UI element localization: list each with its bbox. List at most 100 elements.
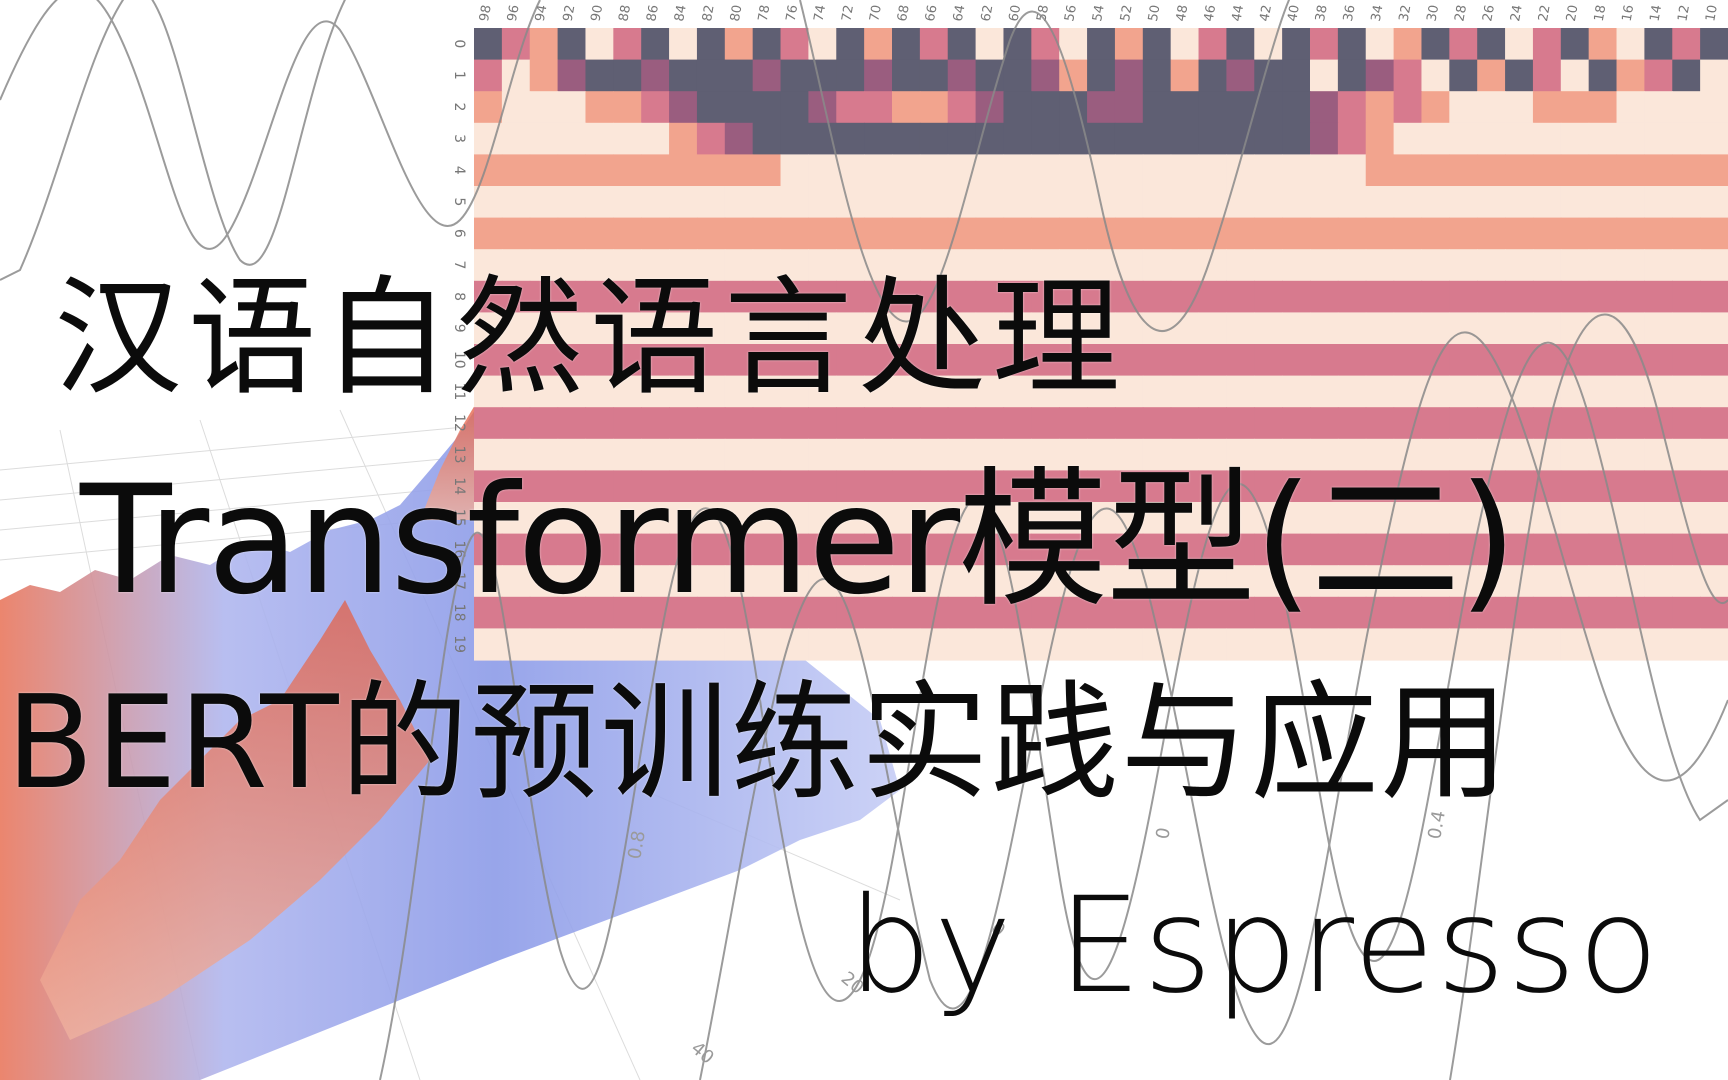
heatmap-cell <box>1031 565 1060 598</box>
heatmap-cell <box>1198 375 1227 408</box>
heatmap-cell <box>1003 312 1032 345</box>
heatmap-cell <box>1226 375 1255 408</box>
heatmap-cell <box>1616 312 1645 345</box>
heatmap-cell <box>1226 565 1255 598</box>
heatmap-cell <box>529 154 559 187</box>
heatmap-cell <box>474 502 503 535</box>
heatmap-cell <box>1616 122 1645 155</box>
heatmap-cell <box>1114 344 1144 377</box>
heatmap-cell <box>808 375 837 408</box>
heatmap-cell <box>1477 154 1506 187</box>
heatmap-cell <box>752 122 782 155</box>
heatmap-cell <box>557 502 587 535</box>
heatmap-cell <box>1142 344 1172 377</box>
heatmap-cell <box>1003 375 1032 408</box>
heatmap-cell <box>557 375 587 408</box>
heatmap-column-tick: 30 <box>1425 4 1443 23</box>
heatmap-cell <box>529 596 559 629</box>
heatmap-cell <box>613 186 642 219</box>
heatmap-cell <box>613 596 642 629</box>
heatmap-cell <box>1114 28 1144 61</box>
heatmap-cell <box>669 186 698 219</box>
heatmap-cell <box>947 438 977 471</box>
heatmap-column-tick: 24 <box>1508 4 1526 23</box>
heatmap-cell <box>641 186 670 219</box>
heatmap-cell <box>1365 533 1395 566</box>
heatmap-cell <box>669 280 698 313</box>
heatmap-cell <box>947 249 977 282</box>
heatmap-cell <box>947 154 977 187</box>
heatmap-cell <box>1254 154 1283 187</box>
heatmap-cell <box>1477 217 1506 250</box>
heatmap-cell <box>1700 375 1728 408</box>
heatmap-cell <box>1254 217 1283 250</box>
heatmap-cell <box>947 596 977 629</box>
heatmap-cell <box>474 438 503 471</box>
heatmap-column-tick: 98 <box>477 4 495 23</box>
heatmap-cell <box>696 28 726 61</box>
heatmap-cell <box>1644 502 1673 535</box>
heatmap-cell <box>1477 91 1506 124</box>
heatmap-cell <box>975 502 1005 535</box>
heatmap-cell <box>1114 122 1144 155</box>
heatmap-cell <box>1393 186 1423 219</box>
heatmap-cell <box>669 91 698 124</box>
heatmap-cell <box>919 186 949 219</box>
heatmap-cell <box>975 122 1005 155</box>
heatmap-cell <box>1282 375 1311 408</box>
heatmap-cell <box>975 596 1005 629</box>
heatmap-cell <box>529 249 559 282</box>
heatmap-row-tick: 0 <box>451 39 467 48</box>
heatmap-cell <box>1700 502 1728 535</box>
heatmap-cell <box>1031 407 1060 440</box>
heatmap-cell <box>474 217 503 250</box>
heatmap-cell <box>474 186 503 219</box>
heatmap-cell <box>836 502 865 535</box>
heatmap-cell <box>585 186 614 219</box>
heatmap-cell <box>1226 280 1255 313</box>
heatmap-row-tick: 16 <box>451 540 467 558</box>
heatmap-cell <box>1700 596 1728 629</box>
heatmap-cell <box>1282 217 1311 250</box>
heatmap-cell <box>1310 470 1339 503</box>
heatmap-cell <box>975 438 1005 471</box>
heatmap-cell <box>1672 628 1701 661</box>
heatmap-cell <box>1616 28 1645 61</box>
heatmap-cell <box>1087 470 1116 503</box>
heatmap-cell <box>1114 217 1144 250</box>
heatmap-cell <box>474 407 503 440</box>
heatmap-cell <box>1365 122 1395 155</box>
heatmap-cell <box>1421 470 1450 503</box>
heatmap-cell <box>892 154 921 187</box>
surface-peak-left <box>40 600 430 1040</box>
heatmap-cell <box>1198 596 1227 629</box>
heatmap-cell <box>1421 344 1450 377</box>
heatmap-cell <box>1114 628 1144 661</box>
heatmap-cell <box>1365 438 1395 471</box>
heatmap-row-tick: 4 <box>451 166 467 175</box>
heatmap-cell <box>641 122 670 155</box>
heatmap-cell <box>669 249 698 282</box>
heatmap-cell <box>474 249 503 282</box>
heatmap-column-tick: 48 <box>1174 4 1192 23</box>
heatmap-cell <box>1198 59 1227 92</box>
heatmap-cell <box>669 59 698 92</box>
heatmap-cell <box>836 344 865 377</box>
heatmap-cell <box>1616 596 1645 629</box>
heatmap-cell <box>1087 438 1116 471</box>
heatmap-cell <box>1560 249 1590 282</box>
heatmap-cell <box>752 533 782 566</box>
heatmap-cell <box>585 344 614 377</box>
heatmap-cell <box>641 628 670 661</box>
heatmap-cell <box>1644 217 1673 250</box>
heatmap-cell <box>1282 91 1311 124</box>
heatmap-cell <box>1421 59 1450 92</box>
heatmap-cell <box>724 470 754 503</box>
heatmap-cell <box>1672 154 1701 187</box>
heatmap-cell <box>1505 407 1534 440</box>
heatmap-cell <box>1170 59 1200 92</box>
heatmap-cell <box>1059 249 1088 282</box>
heatmap-cell <box>1449 280 1478 313</box>
heatmap-cell <box>1282 154 1311 187</box>
heatmap-cell <box>641 533 670 566</box>
